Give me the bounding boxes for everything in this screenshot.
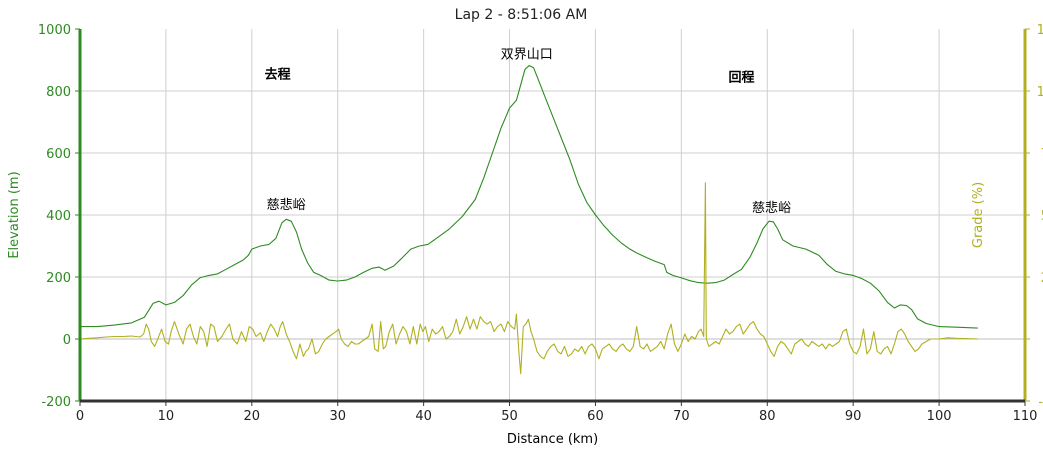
series-line-grade [79,182,978,375]
y-tick-label: 800 [46,85,71,100]
y2-tick-label: -25 [1038,395,1043,410]
y-tick-label: 0 [63,333,71,348]
chart-title: Lap 2 - 8:51:06 AM [455,7,588,23]
y2-tick-label: 125 [1037,23,1043,38]
x-tick-label: 100 [927,409,952,424]
x-tick-label: 10 [158,409,175,424]
series-layer [79,65,978,375]
y-tick-label: 200 [46,271,71,286]
y-tick-label: 400 [46,209,71,224]
x-tick-label: 40 [415,409,432,424]
y2-tick-label: 50 [1041,209,1043,224]
annotation-label: 回程 [728,71,754,86]
tick-labels: 0 10 20 30 40 50 60 70 80 90 100 110 -200 0 200 400 600 8… [38,23,1043,424]
annotation-label: 慈悲峪 [752,200,791,216]
y-tick-label: -200 [41,395,71,410]
annotation-label: 慈悲峪 [267,197,306,213]
grid [80,29,1025,401]
y2-tick-label: 25 [1041,271,1043,286]
x-tick-label: 20 [244,409,261,424]
x-tick-label: 80 [759,409,776,424]
x-tick-label: 90 [845,409,862,424]
x-tick-label: 50 [501,409,518,424]
x-tick-label: 30 [329,409,346,424]
y-tick-label: 1000 [38,23,71,38]
axes [75,28,1030,406]
annotation-label: 去程 [265,67,291,83]
x-axis-label: Distance (km) [507,432,598,447]
y2-axis-label: Grade (%) [971,182,986,248]
y-axis-label: Elevation (m) [7,171,22,258]
annotation-label: 双界山口 [501,47,553,62]
y2-tick-label: 100 [1037,85,1043,100]
y-tick-label: 600 [46,147,71,162]
x-tick-label: 0 [76,409,84,424]
x-tick-label: 70 [673,409,690,424]
x-tick-label: 60 [587,409,604,424]
x-tick-label: 110 [1013,409,1038,424]
y2-tick-label: 75 [1041,147,1043,162]
series-line-elevation [80,65,978,329]
